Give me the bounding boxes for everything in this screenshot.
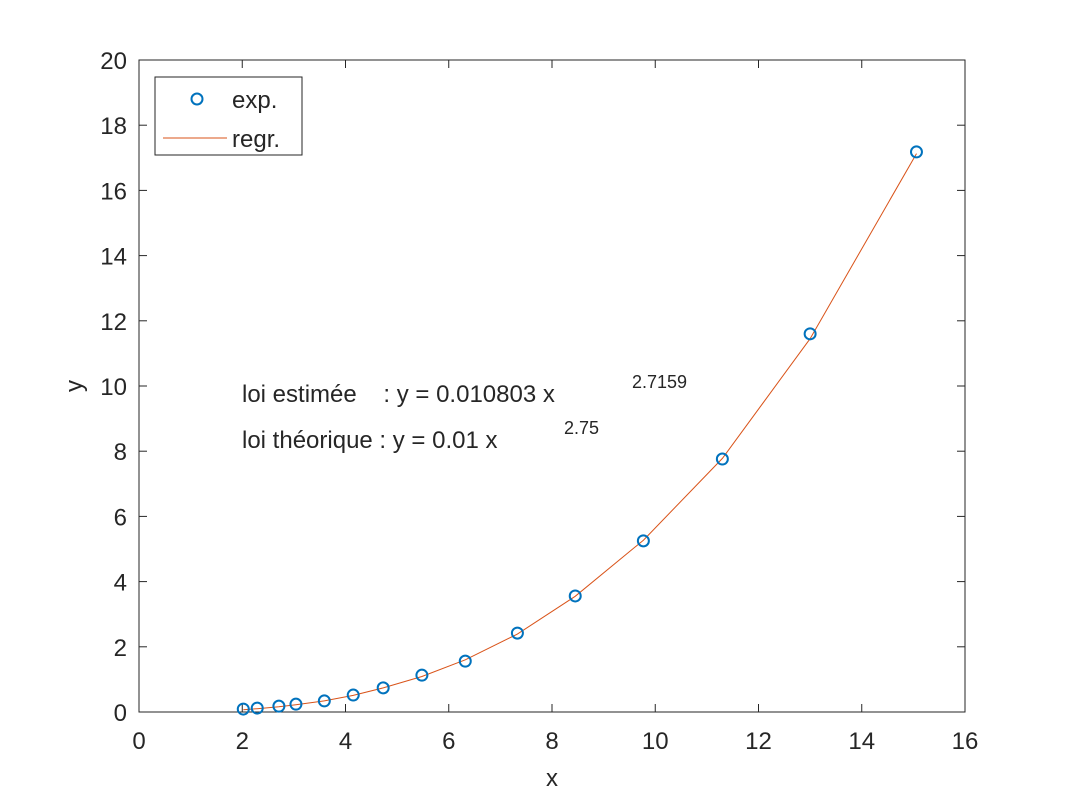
data-points (236, 145, 923, 716)
y-tick-label: 18 (100, 113, 127, 140)
x-tick-label: 10 (642, 728, 669, 755)
y-tick-label: 12 (100, 309, 127, 336)
data-point-marker (250, 701, 264, 715)
legend-box (154, 76, 303, 156)
y-tick-label: 4 (114, 570, 127, 597)
equation-annotation: loi estimée : y = 0.010803 x 2.7159 loi … (242, 372, 687, 454)
x-tick-label: 12 (745, 728, 772, 755)
y-tick-label: 14 (100, 244, 127, 271)
estimated-law-exponent: 2.7159 (632, 372, 687, 392)
x-tick-label: 0 (132, 728, 145, 755)
legend[interactable]: exp. regr. (154, 76, 303, 156)
data-point-marker (510, 626, 524, 640)
estimated-law-text: loi estimée : y = 0.010803 x (242, 381, 555, 408)
y-axis-label: y (61, 380, 88, 392)
x-tick-label: 8 (545, 728, 558, 755)
y-tick-label: 0 (114, 700, 127, 727)
theoretical-law-text: loi théorique : y = 0.01 x (242, 427, 498, 454)
data-point-marker (415, 668, 429, 682)
x-axis-label: x (546, 765, 558, 792)
y-tick-label: 20 (100, 48, 127, 75)
y-tick-label: 6 (114, 504, 127, 531)
data-point-marker (289, 697, 303, 711)
data-point-marker (636, 534, 650, 548)
data-point-marker (803, 327, 817, 341)
data-point-marker (236, 702, 250, 716)
legend-label-exp: exp. (232, 87, 277, 114)
theoretical-law-exponent: 2.75 (564, 418, 599, 438)
data-point-marker (568, 589, 582, 603)
x-tick-label: 6 (442, 728, 455, 755)
y-tick-label: 10 (100, 374, 127, 401)
axis-ticks: 0 2 4 6 8 10 12 14 16 0 2 4 6 8 10 12 14 16 18 20 (100, 48, 978, 755)
y-tick-label: 2 (114, 635, 127, 662)
data-point-marker (376, 681, 390, 695)
y-tick-label: 8 (114, 439, 127, 466)
x-tick-label: 16 (952, 728, 979, 755)
legend-label-regr: regr. (232, 126, 280, 153)
data-point-marker (909, 145, 923, 159)
x-tick-label: 4 (339, 728, 352, 755)
data-point-marker (272, 699, 286, 713)
legend-marker-circle-icon (190, 92, 204, 106)
data-point-marker (715, 452, 729, 466)
data-point-marker (346, 688, 360, 702)
y-tick-label: 16 (100, 178, 127, 205)
x-tick-label: 2 (236, 728, 249, 755)
data-point-marker (317, 694, 331, 708)
x-tick-label: 14 (848, 728, 875, 755)
data-point-marker (458, 654, 472, 668)
